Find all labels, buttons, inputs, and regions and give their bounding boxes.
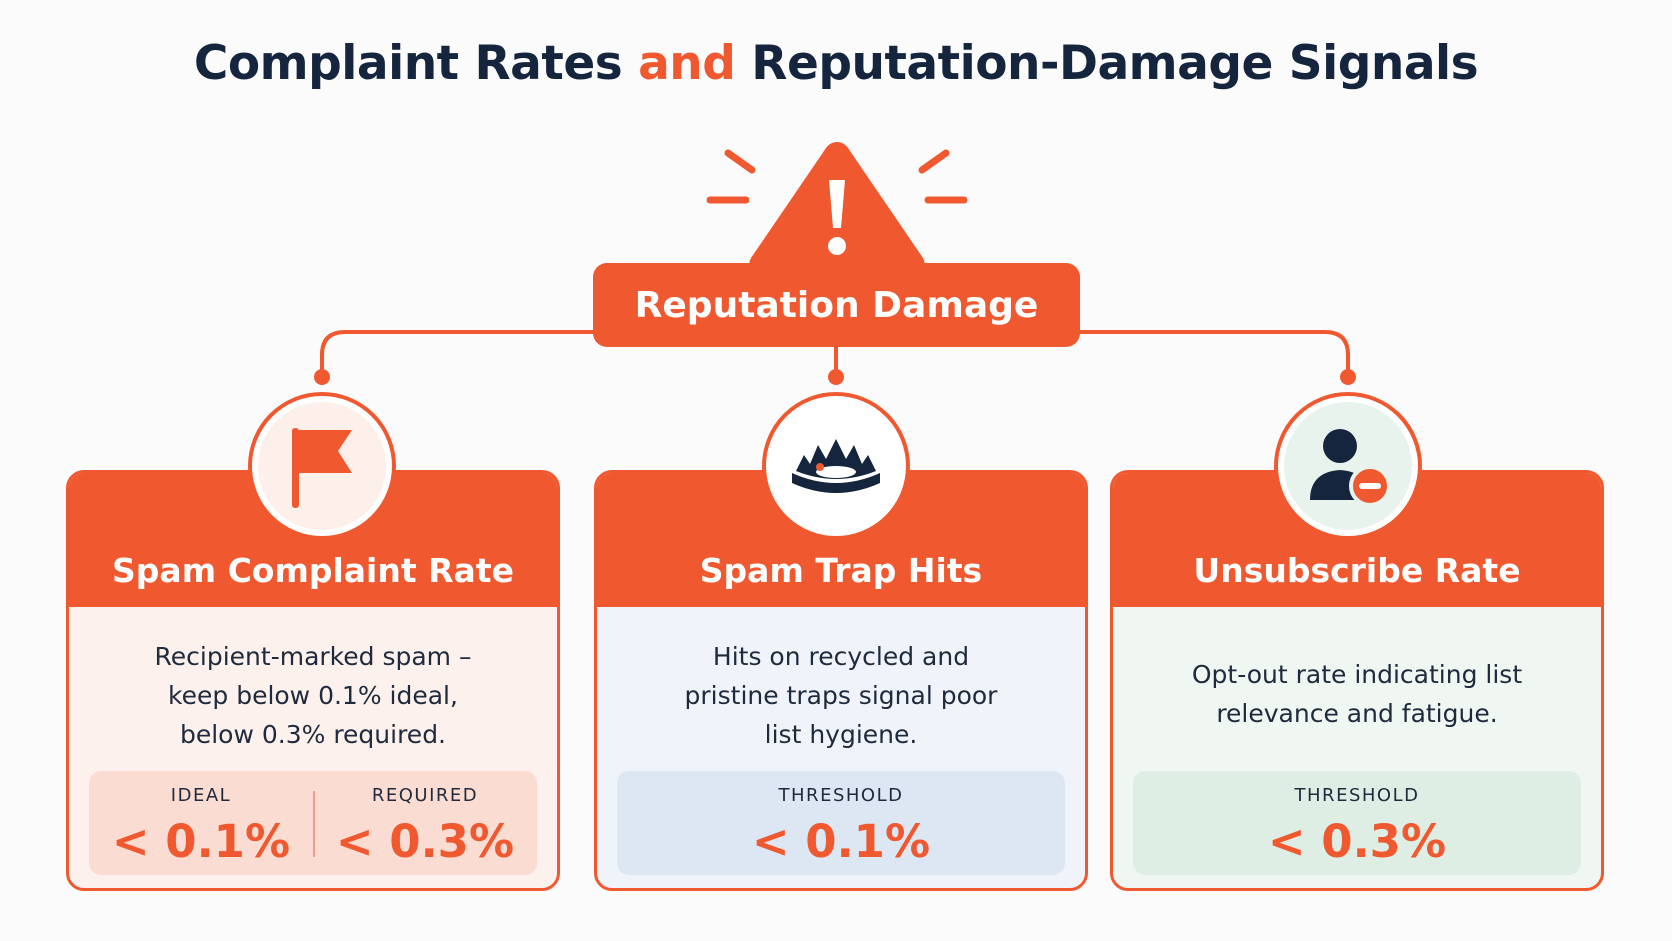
metric-threshold: THRESHOLD < 0.3%: [1133, 771, 1581, 875]
metric-panel: THRESHOLD < 0.3%: [1133, 771, 1581, 875]
card-title: Unsubscribe Rate: [1193, 551, 1521, 590]
metric-label: THRESHOLD: [778, 785, 904, 806]
metric-label: THRESHOLD: [1294, 785, 1420, 806]
flag-icon: [292, 428, 352, 508]
metric-required: REQUIRED < 0.3%: [313, 771, 537, 875]
card-title: Spam Trap Hits: [699, 551, 983, 590]
connector-dot-right: [1340, 369, 1356, 385]
metric-ideal: IDEAL < 0.1%: [89, 771, 313, 875]
metric-value: < 0.1%: [111, 815, 291, 868]
title-accent: and: [638, 36, 736, 91]
spam-trap-hits-card: Spam Trap Hits Hits on recycled and pris…: [594, 470, 1088, 891]
title-part-2: Reputation-Damage Signals: [735, 36, 1479, 91]
connector-dot-left: [314, 369, 330, 385]
metric-threshold: THRESHOLD < 0.1%: [617, 771, 1065, 875]
metric-value: < 0.3%: [1267, 815, 1447, 868]
metric-label: REQUIRED: [371, 785, 479, 806]
metric-value: < 0.1%: [751, 815, 931, 868]
user-remove-icon-badge: [1274, 392, 1422, 540]
page-title: Complaint Rates and Reputation-Damage Si…: [0, 36, 1672, 91]
bear-trap-icon-badge: [762, 392, 910, 540]
card-description: Opt-out rate indicating list relevance a…: [1191, 660, 1523, 728]
metric-label: IDEAL: [170, 785, 232, 806]
flag-icon-badge: [248, 392, 396, 540]
connector-dot-center: [828, 369, 844, 385]
reputation-damage-label: Reputation Damage: [634, 284, 1039, 326]
metric-panel: THRESHOLD < 0.1%: [617, 771, 1065, 875]
user-remove-icon: [1310, 429, 1391, 507]
metric-value: < 0.3%: [335, 815, 515, 868]
reputation-damage-node: Reputation Damage: [593, 263, 1080, 347]
bear-trap-icon: [792, 439, 880, 493]
card-description: Recipient-marked spam – keep below 0.1% …: [154, 642, 472, 749]
metric-panel: IDEAL < 0.1% REQUIRED < 0.3%: [89, 771, 537, 875]
title-part-1: Complaint Rates: [193, 36, 639, 91]
warning-triangle-icon: [706, 142, 968, 270]
metric-divider: [313, 791, 315, 857]
card-title: Spam Complaint Rate: [112, 551, 514, 590]
card-description: Hits on recycled and pristine traps sign…: [684, 642, 998, 749]
